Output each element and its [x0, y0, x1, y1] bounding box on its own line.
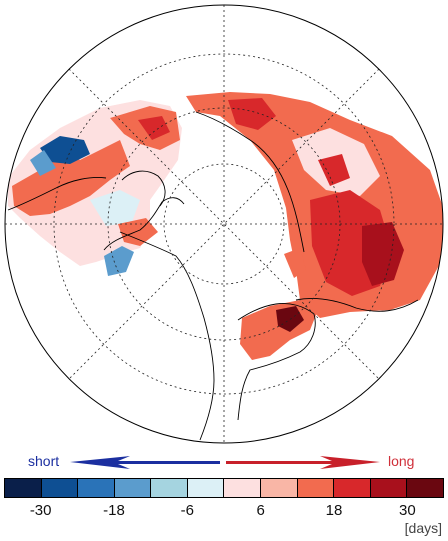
colorbar-cell — [224, 479, 262, 497]
colorbar-tick-label: 30 — [398, 502, 416, 519]
canada-archipelago-coast — [121, 170, 166, 207]
west-siberia-strong-core — [362, 222, 404, 286]
central-canada-weak-region — [90, 190, 140, 226]
colorbar-tick-label: 18 — [325, 502, 343, 519]
colorbar — [4, 478, 444, 498]
alaska-coast — [7, 177, 107, 211]
direction-arrows — [70, 456, 380, 469]
central-siberia-warm-core — [318, 154, 350, 186]
canadian-arctic-coast — [103, 197, 185, 251]
canada-east-warm-core — [138, 116, 170, 140]
colorbar-tick-label: -18 — [103, 502, 125, 519]
short-arrow — [70, 456, 220, 469]
colorbar-tick-label: 6 — [256, 502, 265, 519]
long-arrow — [226, 456, 380, 469]
colorbar-cell — [151, 479, 188, 497]
unit-label: [days] — [404, 520, 442, 536]
colorbar-cell — [114, 479, 152, 497]
colorbar-cell — [261, 479, 298, 497]
colorbar-cell — [78, 479, 115, 497]
colorbar-cell — [297, 479, 335, 497]
globe-outline — [4, 4, 444, 444]
scandinavia-coast — [237, 303, 316, 421]
greenland-edge-region — [118, 218, 158, 246]
colorbar-tick-label: -30 — [29, 502, 52, 519]
long-label: long — [388, 453, 415, 469]
short-label: short — [28, 453, 60, 469]
arctic-coast-region — [284, 248, 306, 278]
anomaly-field — [8, 92, 443, 360]
eurasia-coast — [295, 297, 419, 312]
hudson-cold-region — [104, 246, 134, 276]
graticule — [5, 5, 443, 443]
colorbar-cell — [5, 479, 42, 497]
colorbar-cell — [41, 479, 79, 497]
alaska-cold-region — [30, 150, 56, 176]
colorbar-cell — [407, 479, 443, 497]
siberia-arctic-coast — [195, 111, 305, 253]
colorbar-tick-label: -6 — [180, 502, 194, 519]
greenland-coast — [119, 231, 215, 441]
coastlines — [7, 111, 419, 441]
colorbar-cell — [370, 479, 408, 497]
north-america-warm-region — [12, 140, 130, 216]
colorbar-cell — [187, 479, 225, 497]
polar-map — [4, 4, 444, 444]
east-siberia-warm-core — [228, 98, 276, 130]
colorbar-cell — [334, 479, 371, 497]
alaska-cold-core — [40, 136, 90, 164]
